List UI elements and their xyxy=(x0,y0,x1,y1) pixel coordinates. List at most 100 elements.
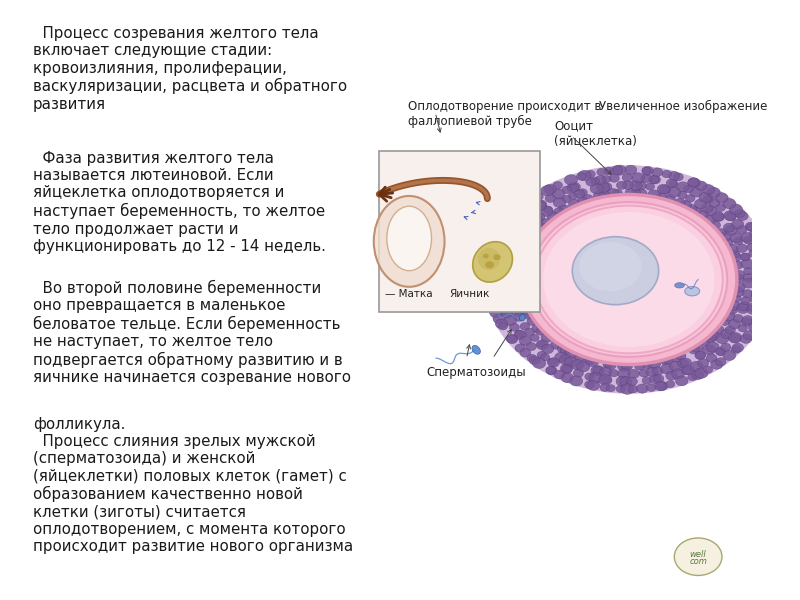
Circle shape xyxy=(510,228,519,236)
Circle shape xyxy=(485,278,494,286)
Circle shape xyxy=(712,211,724,221)
Circle shape xyxy=(706,342,719,352)
Circle shape xyxy=(683,365,694,374)
Circle shape xyxy=(566,183,578,192)
Circle shape xyxy=(526,343,536,350)
Circle shape xyxy=(526,198,535,206)
Circle shape xyxy=(578,189,587,196)
Circle shape xyxy=(591,365,604,376)
Circle shape xyxy=(732,261,743,269)
Circle shape xyxy=(742,278,755,288)
Circle shape xyxy=(518,204,529,212)
Circle shape xyxy=(751,289,763,298)
Circle shape xyxy=(530,334,539,341)
Circle shape xyxy=(617,181,626,190)
Circle shape xyxy=(553,181,562,189)
Circle shape xyxy=(723,199,736,209)
Text: Оплодотворение происходит в
фаллопиевой трубе: Оплодотворение происходит в фаллопиевой … xyxy=(408,100,601,128)
Circle shape xyxy=(485,262,494,268)
Circle shape xyxy=(562,365,572,373)
Circle shape xyxy=(688,345,700,354)
Circle shape xyxy=(574,370,583,377)
Circle shape xyxy=(530,202,727,357)
Circle shape xyxy=(560,346,570,355)
Circle shape xyxy=(533,212,545,222)
Circle shape xyxy=(715,358,726,366)
Circle shape xyxy=(570,376,582,386)
Circle shape xyxy=(590,184,603,194)
Circle shape xyxy=(637,384,648,393)
Circle shape xyxy=(519,217,528,224)
Circle shape xyxy=(529,229,542,239)
Circle shape xyxy=(650,375,661,384)
Text: фолликула.: фолликула. xyxy=(33,417,126,432)
Circle shape xyxy=(723,350,736,361)
Ellipse shape xyxy=(516,285,523,292)
Circle shape xyxy=(695,351,706,359)
Circle shape xyxy=(618,369,630,379)
Circle shape xyxy=(558,344,568,353)
Circle shape xyxy=(620,377,632,386)
Circle shape xyxy=(514,330,524,338)
Circle shape xyxy=(683,185,694,193)
Circle shape xyxy=(729,250,740,258)
Circle shape xyxy=(687,205,697,212)
Bar xyxy=(379,151,539,312)
Circle shape xyxy=(521,194,737,364)
Circle shape xyxy=(577,173,586,180)
Circle shape xyxy=(758,302,770,312)
Circle shape xyxy=(522,240,534,249)
Circle shape xyxy=(695,181,707,190)
Circle shape xyxy=(516,253,528,263)
Circle shape xyxy=(504,238,513,246)
Circle shape xyxy=(562,186,571,194)
Circle shape xyxy=(495,254,508,265)
Circle shape xyxy=(721,329,734,339)
Circle shape xyxy=(594,176,606,184)
Circle shape xyxy=(497,295,506,303)
Circle shape xyxy=(609,174,619,182)
Circle shape xyxy=(506,334,517,343)
Circle shape xyxy=(702,203,713,212)
Circle shape xyxy=(541,185,554,196)
Circle shape xyxy=(725,212,737,221)
Circle shape xyxy=(688,178,699,187)
Circle shape xyxy=(515,344,526,352)
Circle shape xyxy=(621,384,634,394)
Circle shape xyxy=(579,242,642,291)
Circle shape xyxy=(742,318,752,326)
Circle shape xyxy=(738,325,747,332)
Circle shape xyxy=(618,361,631,371)
Circle shape xyxy=(744,268,753,275)
Circle shape xyxy=(717,229,726,236)
Circle shape xyxy=(750,294,762,303)
Circle shape xyxy=(505,289,515,297)
Circle shape xyxy=(543,206,553,214)
Circle shape xyxy=(631,189,641,197)
Circle shape xyxy=(636,189,647,198)
Circle shape xyxy=(670,361,682,371)
Circle shape xyxy=(547,358,558,366)
Circle shape xyxy=(602,175,611,182)
Circle shape xyxy=(664,194,675,203)
Circle shape xyxy=(609,370,618,377)
Circle shape xyxy=(547,212,559,221)
Circle shape xyxy=(585,373,594,380)
Circle shape xyxy=(642,377,652,384)
Circle shape xyxy=(520,349,531,357)
Circle shape xyxy=(523,238,535,247)
Circle shape xyxy=(616,376,629,386)
Circle shape xyxy=(749,249,759,257)
Circle shape xyxy=(650,175,661,184)
Circle shape xyxy=(740,334,752,343)
Circle shape xyxy=(752,259,762,267)
Circle shape xyxy=(506,254,518,263)
Circle shape xyxy=(497,227,510,237)
Text: com: com xyxy=(690,557,707,566)
Circle shape xyxy=(735,209,745,217)
Circle shape xyxy=(729,332,742,343)
Circle shape xyxy=(658,184,670,194)
Circle shape xyxy=(546,367,556,374)
Circle shape xyxy=(750,229,761,238)
Circle shape xyxy=(763,269,773,276)
